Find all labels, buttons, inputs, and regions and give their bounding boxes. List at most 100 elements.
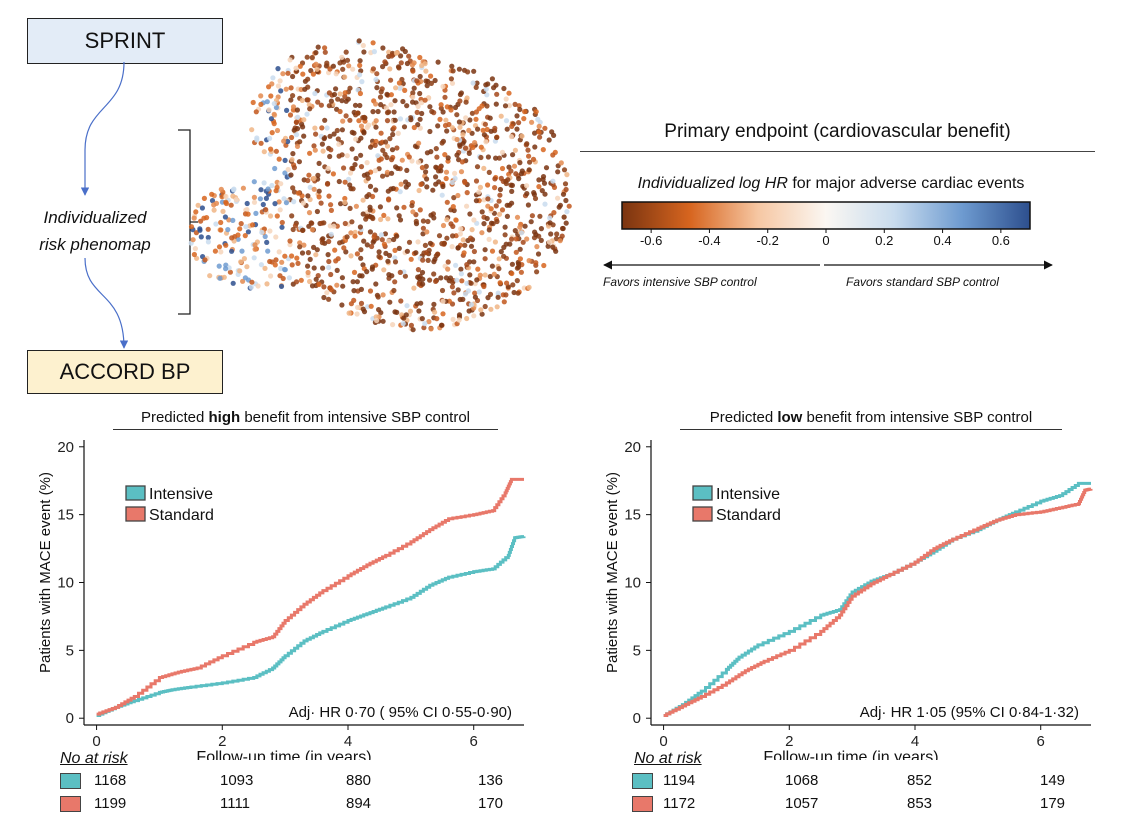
- phenomap-point: [307, 106, 313, 112]
- phenomap-point: [342, 220, 348, 227]
- favors-intensive-label: Favors intensive SBP control: [603, 275, 757, 289]
- phenomap-point: [378, 89, 384, 95]
- phenomap-point: [536, 129, 542, 135]
- phenomap-point: [349, 129, 355, 135]
- phenomap-point: [294, 143, 301, 149]
- phenomap-point: [324, 125, 330, 131]
- colorbar-title-rest: for major adverse cardiac events: [787, 175, 1025, 192]
- y-tick-label: 0: [633, 710, 641, 727]
- phenomap-point: [274, 213, 280, 219]
- phenomap-point: [295, 114, 301, 120]
- phenomap-point: [485, 154, 491, 160]
- phenomap-point: [343, 249, 349, 255]
- phenomap-point: [374, 317, 380, 324]
- phenomap-point: [245, 229, 251, 235]
- colorbar-ticks: -0.6 -0.4 -0.2 0 0.2 0.4 0.6: [640, 229, 1010, 248]
- phenomap-point: [274, 184, 280, 190]
- phenomap-point: [344, 234, 350, 240]
- phenomap-point: [376, 307, 382, 313]
- phenomap-point: [346, 63, 352, 69]
- phenomap-point: [268, 273, 274, 279]
- phenomap-point: [311, 143, 317, 149]
- phenomap-point: [242, 233, 248, 239]
- phenomap-point: [449, 244, 455, 250]
- phenomap-point: [389, 53, 395, 59]
- phenomap-point: [406, 53, 412, 59]
- phenomap-point: [560, 225, 566, 232]
- phenomap-point: [512, 101, 518, 107]
- phenomap-point: [433, 146, 439, 152]
- phenomap-point: [358, 300, 365, 306]
- phenomap-point: [481, 197, 487, 203]
- phenomap-point: [432, 77, 438, 84]
- phenomap-point: [502, 103, 509, 109]
- left-risk-header: No at risk: [60, 750, 128, 767]
- phenomap-point: [521, 116, 527, 122]
- phenomap-point: [195, 202, 201, 208]
- phenomap-point: [464, 315, 470, 322]
- legend-swatch-standard: [125, 506, 146, 522]
- phenomap-point: [272, 262, 278, 268]
- phenomap-point: [554, 231, 560, 237]
- right-title-post: benefit from intensive SBP control: [802, 409, 1033, 426]
- phenomap-point: [346, 176, 352, 182]
- phenomap-point: [378, 216, 384, 223]
- phenomap-point: [532, 144, 538, 150]
- risk-swatch-intensive: [60, 773, 81, 789]
- phenomap-point: [428, 73, 434, 79]
- phenomap-point: [194, 255, 200, 261]
- phenomap-point: [313, 252, 319, 258]
- phenomap-point: [519, 133, 525, 139]
- y-tick-label: 20: [57, 439, 74, 456]
- phenomap-point: [348, 253, 354, 259]
- phenomap-point: [357, 72, 363, 78]
- phenomap-point: [340, 118, 346, 124]
- phenomap-point: [448, 76, 454, 82]
- phenomap-point: [273, 234, 279, 240]
- phenomap-point: [367, 183, 374, 189]
- phenomap-point: [380, 318, 386, 324]
- phenomap-point: [290, 104, 297, 110]
- phenomap-point: [366, 192, 372, 198]
- phenomap-point: [396, 65, 402, 71]
- phenomap-point: [201, 215, 207, 221]
- phenomap-point: [276, 156, 282, 162]
- phenomap-point: [308, 220, 314, 226]
- phenomap-point: [435, 123, 441, 129]
- phenomap-point: [484, 92, 490, 98]
- phenomap-point: [479, 311, 485, 317]
- phenomap-point: [292, 223, 299, 229]
- phenomap-point: [511, 289, 517, 296]
- phenomap-point: [454, 277, 460, 283]
- phenomap-point: [516, 120, 522, 126]
- phenomap-point: [431, 301, 437, 307]
- y-tick-label: 10: [57, 575, 74, 592]
- phenomap-point: [355, 110, 361, 116]
- phenomap-point: [424, 176, 430, 182]
- phenomap-point: [381, 212, 387, 218]
- phenomap-point: [325, 252, 331, 258]
- phenomap-point: [373, 101, 379, 107]
- phenomap-point: [297, 63, 303, 69]
- phenomap-point: [404, 303, 410, 309]
- phenomap-point: [464, 203, 470, 209]
- phenomap-point: [369, 264, 376, 270]
- phenomap-point: [342, 93, 348, 100]
- left-chart-title: Predicted high benefit from intensive SB…: [113, 409, 498, 426]
- phenomap-point: [273, 257, 279, 263]
- phenomap-point: [396, 80, 402, 86]
- phenomap-point: [409, 158, 415, 164]
- phenomap-point: [537, 134, 543, 140]
- phenomap-point: [294, 126, 301, 132]
- phenomap-point: [319, 240, 325, 246]
- phenomap-point: [481, 221, 487, 227]
- phenomap-point: [258, 140, 264, 146]
- phenomap-point: [216, 263, 222, 269]
- phenomap-point: [389, 273, 395, 279]
- phenomap-point: [444, 217, 450, 223]
- phenomap-point: [487, 273, 493, 280]
- phenomap-point: [499, 165, 506, 172]
- phenomap-point: [414, 109, 420, 115]
- phenomap-point: [517, 224, 523, 230]
- phenomap-point: [218, 249, 224, 255]
